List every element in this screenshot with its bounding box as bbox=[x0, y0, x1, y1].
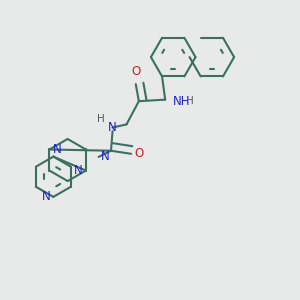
Text: H: H bbox=[186, 96, 194, 106]
Text: N: N bbox=[108, 121, 117, 134]
Text: NH: NH bbox=[173, 95, 190, 108]
Text: N: N bbox=[74, 164, 83, 177]
Text: N: N bbox=[52, 143, 61, 156]
Text: O: O bbox=[131, 65, 140, 78]
Text: O: O bbox=[134, 147, 143, 160]
Text: N: N bbox=[101, 150, 110, 164]
Text: N: N bbox=[42, 190, 51, 203]
Text: H: H bbox=[97, 114, 105, 124]
